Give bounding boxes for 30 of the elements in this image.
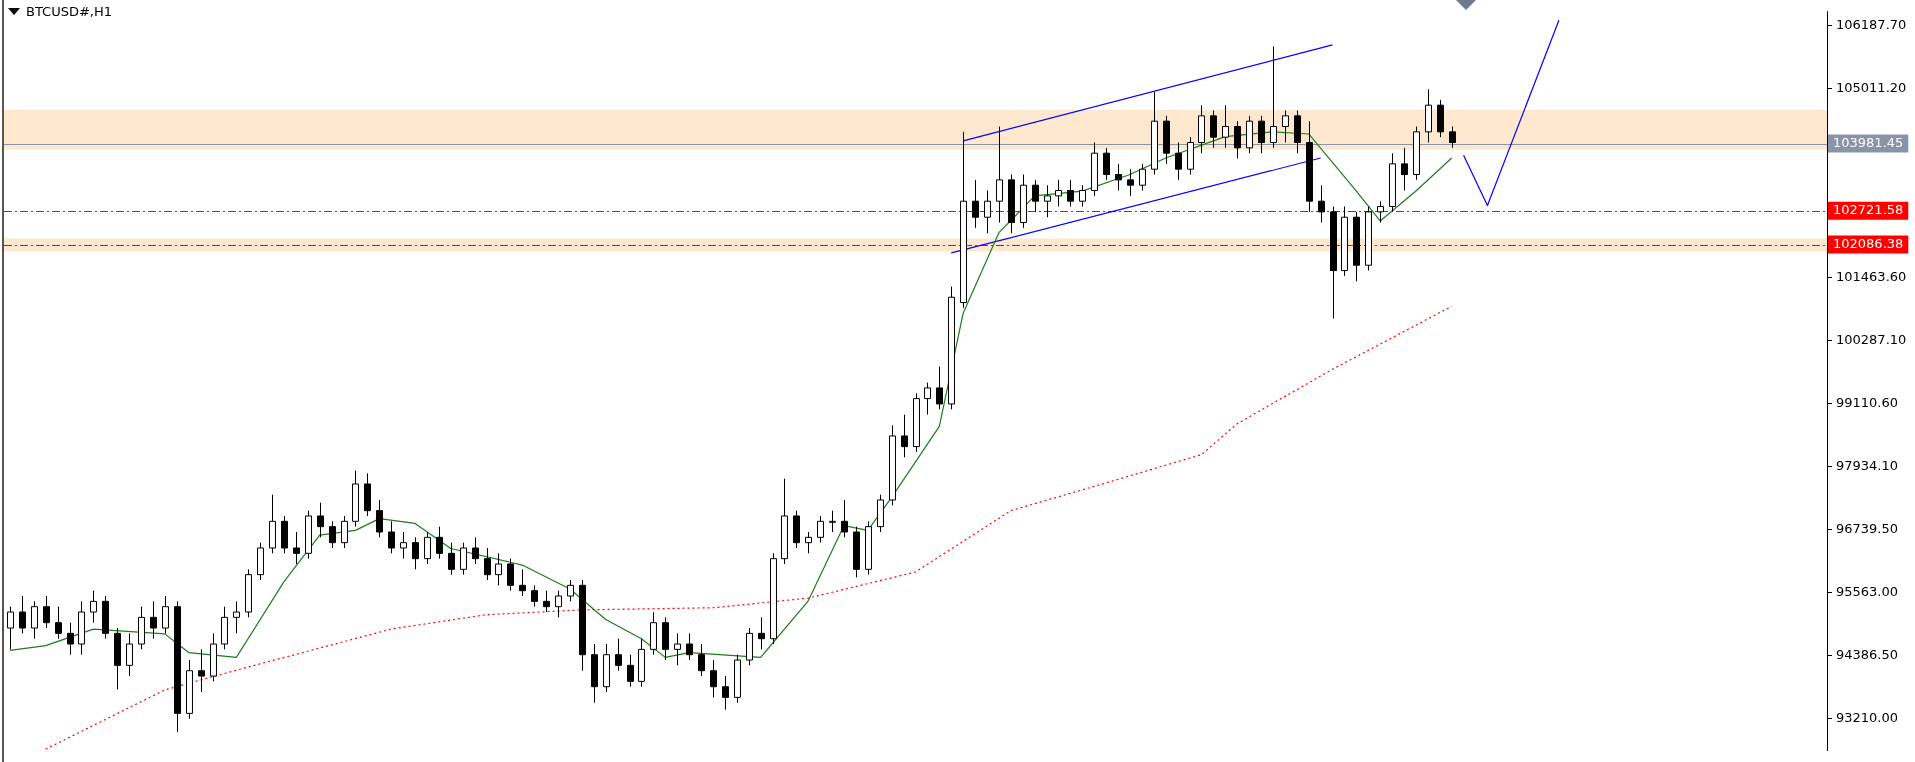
y-tick-label: 95563.00 xyxy=(1836,584,1899,600)
candlestick xyxy=(615,638,622,672)
candlestick xyxy=(1282,110,1289,144)
candlestick xyxy=(1210,110,1217,149)
candlestick xyxy=(1044,184,1051,218)
candlestick xyxy=(198,648,205,693)
ref-line-label: 102086.38 xyxy=(1833,235,1904,251)
candlestick xyxy=(1067,179,1074,208)
candlestick xyxy=(1270,45,1277,149)
y-tick-label: 94386.50 xyxy=(1836,646,1899,662)
candlestick xyxy=(722,675,729,711)
y-tick-label: 105011.20 xyxy=(1836,79,1907,95)
line-series xyxy=(45,305,1453,750)
chart-title: BTCUSD#,H1 xyxy=(26,4,113,19)
y-tick-label: 93210.00 xyxy=(1836,709,1899,725)
candlestick xyxy=(1127,168,1134,197)
ref-line-label: 103981.45 xyxy=(1833,134,1904,150)
ref-line-label: 102721.58 xyxy=(1833,202,1904,218)
y-tick-label: 106187.70 xyxy=(1836,17,1907,33)
candlestick xyxy=(1449,126,1456,149)
y-tick-label: 101463.60 xyxy=(1836,269,1907,285)
y-tick-label: 96739.50 xyxy=(1836,521,1899,537)
candlestick xyxy=(1222,104,1229,149)
candlestick xyxy=(531,584,538,608)
candlestick xyxy=(1079,184,1086,208)
candlestick xyxy=(55,606,62,640)
y-tick-label: 97934.10 xyxy=(1836,457,1899,473)
candlestick xyxy=(996,126,1003,224)
y-tick-label: 99110.60 xyxy=(1836,394,1899,410)
y-tick-label: 100287.10 xyxy=(1836,331,1907,347)
